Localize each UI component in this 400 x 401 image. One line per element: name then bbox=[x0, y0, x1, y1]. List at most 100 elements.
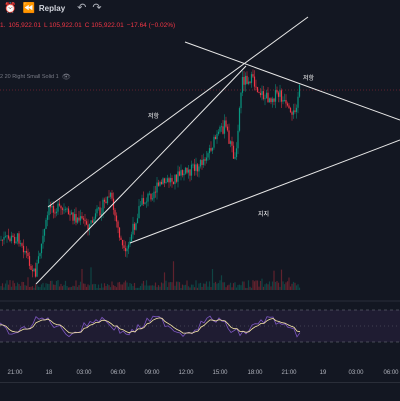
candle-body bbox=[109, 192, 112, 197]
candle-body bbox=[54, 212, 56, 214]
candle-body bbox=[138, 206, 140, 219]
candle-body bbox=[268, 98, 271, 103]
candle-body bbox=[81, 216, 83, 219]
volume-bar bbox=[27, 277, 29, 290]
candle-body bbox=[72, 212, 74, 221]
candle-body bbox=[105, 201, 107, 204]
volume-bar bbox=[34, 284, 37, 290]
volume-bar bbox=[36, 285, 38, 290]
candle-body bbox=[63, 209, 65, 211]
candle-body bbox=[148, 193, 151, 195]
candle-body bbox=[286, 103, 289, 106]
volume-bar bbox=[276, 280, 278, 290]
candle-body bbox=[58, 203, 61, 206]
candle-body bbox=[60, 205, 62, 209]
volume-bar bbox=[282, 281, 284, 290]
volume-bar bbox=[136, 287, 139, 290]
candle-body bbox=[184, 167, 187, 174]
annotation-resistance-right[interactable]: 저항 bbox=[303, 76, 315, 82]
candle-body bbox=[171, 178, 173, 182]
candle-body bbox=[94, 213, 97, 219]
volume-bar bbox=[16, 282, 19, 290]
candle-body bbox=[61, 208, 64, 210]
volume-bar bbox=[7, 284, 10, 290]
candle-body bbox=[70, 212, 73, 215]
candle-body bbox=[42, 235, 44, 244]
volume-bar bbox=[165, 280, 167, 290]
trendline-support-lower[interactable] bbox=[35, 65, 247, 285]
candle-body bbox=[67, 208, 70, 215]
candle-body bbox=[256, 87, 259, 93]
ohlc-legend: 1. 105,922.01 L 105,922.01 C 105,922.01 … bbox=[0, 22, 175, 29]
volume-bar bbox=[166, 287, 169, 290]
redo-arrow-icon[interactable]: ↷ bbox=[92, 2, 102, 14]
candle-body bbox=[117, 221, 119, 228]
volume-bar bbox=[255, 280, 257, 290]
volume-bar bbox=[160, 282, 163, 290]
candle-body bbox=[265, 92, 268, 99]
candle-body bbox=[201, 160, 203, 165]
trendline-resistance-top[interactable] bbox=[184, 41, 400, 121]
alarm-clock-icon[interactable]: ⏰ bbox=[4, 2, 17, 14]
candle-body bbox=[28, 256, 31, 266]
candle-body bbox=[280, 90, 283, 102]
annotation-support[interactable]: 지지 bbox=[258, 212, 270, 218]
trendline-upper-channel[interactable] bbox=[47, 16, 309, 208]
volume-bar bbox=[124, 280, 127, 290]
volume-bar bbox=[261, 278, 263, 290]
candle-body bbox=[78, 217, 80, 221]
candle-body bbox=[271, 98, 274, 103]
volume-bar bbox=[277, 282, 280, 290]
candle-body bbox=[150, 193, 152, 200]
undo-arrow-icon[interactable]: ↶ bbox=[77, 2, 87, 14]
candle-body bbox=[169, 178, 172, 183]
candle-body bbox=[235, 148, 238, 158]
volume-bar bbox=[33, 287, 35, 290]
rewind-icon[interactable]: ⏪ bbox=[22, 2, 35, 14]
candle-body bbox=[10, 235, 13, 242]
candle-body bbox=[213, 136, 215, 148]
volume-bar bbox=[180, 287, 182, 290]
volume-bar bbox=[90, 267, 92, 290]
eye-icon[interactable]: 👁 bbox=[61, 74, 71, 81]
trendline-support-long[interactable] bbox=[129, 139, 400, 244]
volume-bar bbox=[262, 286, 265, 290]
volume-bar bbox=[144, 285, 146, 290]
volume-bar bbox=[22, 282, 25, 290]
volume-bar bbox=[231, 287, 233, 290]
candle-body bbox=[1, 239, 4, 241]
volume-bar bbox=[3, 287, 5, 290]
volume-bar bbox=[120, 284, 122, 290]
volume-bar bbox=[130, 283, 133, 290]
time-axis-label: 18 bbox=[45, 370, 53, 376]
volume-bar bbox=[112, 285, 115, 290]
annotation-resistance-upper[interactable]: 저항 bbox=[148, 114, 160, 120]
indicator-legend[interactable]: 2 20 Right Small Solid 1 👁 bbox=[0, 73, 71, 81]
candle-body bbox=[4, 236, 7, 238]
candle-body bbox=[298, 84, 301, 97]
volume-bar bbox=[75, 280, 77, 290]
candle-body bbox=[244, 75, 247, 85]
volume-bar bbox=[21, 281, 23, 290]
candle-body bbox=[88, 224, 91, 230]
volume-bar bbox=[13, 283, 16, 290]
candle-body bbox=[84, 219, 86, 222]
volume-bar bbox=[213, 283, 215, 290]
volume-bar bbox=[258, 286, 260, 290]
ohlc-close: C 105,922.01 bbox=[84, 22, 124, 29]
volume-bar bbox=[115, 287, 118, 290]
volume-bar bbox=[162, 283, 164, 290]
candle-body bbox=[154, 191, 157, 193]
time-axis[interactable]: 21:00 18 03:00 06:00 09:00 12:00 15:00 1… bbox=[0, 366, 400, 382]
candle-body bbox=[177, 171, 179, 182]
volume-bar bbox=[247, 280, 250, 290]
volume-bars bbox=[0, 261, 301, 290]
volume-bar bbox=[81, 268, 83, 290]
candle-body bbox=[199, 160, 202, 167]
volume-bar bbox=[252, 280, 254, 290]
candle-body bbox=[274, 90, 277, 102]
replay-button[interactable]: Replay bbox=[38, 4, 66, 13]
volume-bar bbox=[253, 281, 256, 290]
volume-bar bbox=[220, 275, 223, 290]
